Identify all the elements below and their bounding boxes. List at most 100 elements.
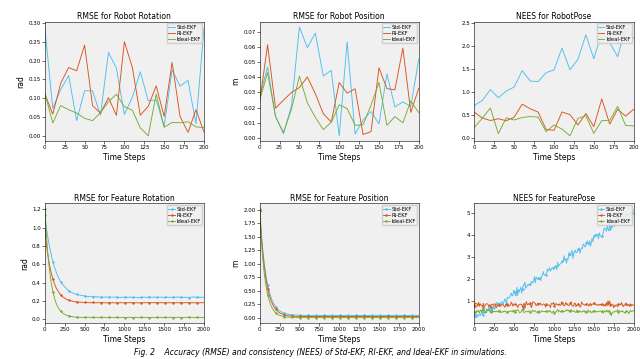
Ideal-EKF: [41, 207, 49, 211]
Title: RMSE for Feature Rotation: RMSE for Feature Rotation: [74, 194, 175, 203]
Ideal-EKF: [280, 130, 287, 135]
RI-EKF: [65, 65, 72, 70]
Ideal-EKF: [184, 120, 192, 124]
Std-EKF: [502, 89, 510, 93]
Ideal-EKF: [415, 111, 422, 115]
RI-EKF: [479, 116, 486, 120]
Y-axis label: rad: rad: [20, 257, 29, 270]
RI-EKF: [502, 118, 510, 123]
Std-EKF: [574, 57, 582, 61]
Ideal-EKF: [81, 116, 88, 120]
Ideal-EKF: [534, 115, 542, 119]
Std-EKF: [285, 312, 293, 317]
Ideal-EKF: [272, 115, 280, 119]
RI-EKF: [598, 97, 605, 101]
Std-EKF: [514, 293, 522, 298]
Ideal-EKF: [57, 103, 65, 108]
Ideal-EKF: [287, 107, 295, 111]
Line: Std-EKF: Std-EKF: [44, 214, 205, 299]
RI-EKF: [102, 301, 110, 305]
Std-EKF: [359, 118, 367, 122]
RI-EKF: [480, 304, 488, 308]
RI-EKF: [319, 112, 327, 116]
Ideal-EKF: [622, 123, 630, 128]
RI-EKF: [200, 130, 208, 134]
Ideal-EKF: [97, 111, 104, 115]
Std-EKF: [145, 98, 152, 103]
Title: RMSE for Robot Position: RMSE for Robot Position: [293, 12, 385, 21]
Std-EKF: [303, 46, 311, 50]
Std-EKF: [287, 104, 295, 108]
Ideal-EKF: [479, 116, 486, 120]
RI-EKF: [168, 60, 176, 65]
Ideal-EKF: [470, 310, 478, 314]
Ideal-EKF: [582, 113, 589, 118]
Ideal-EKF: [518, 115, 526, 120]
RI-EKF: [81, 43, 88, 47]
Ideal-EKF: [526, 115, 534, 119]
Std-EKF: [495, 95, 502, 100]
Std-EKF: [481, 311, 489, 315]
Std-EKF: [262, 274, 270, 279]
Std-EKF: [629, 207, 637, 211]
Std-EKF: [116, 295, 124, 300]
Line: Std-EKF: Std-EKF: [260, 27, 419, 136]
Ideal-EKF: [558, 127, 566, 131]
Ideal-EKF: [145, 134, 152, 138]
RI-EKF: [303, 75, 311, 79]
RI-EKF: [200, 300, 208, 305]
Std-EKF: [408, 313, 415, 318]
Ideal-EKF: [486, 106, 494, 110]
Ideal-EKF: [298, 316, 306, 320]
Std-EKF: [256, 207, 264, 211]
Ideal-EKF: [375, 80, 383, 85]
RI-EKF: [145, 104, 152, 108]
Std-EKF: [367, 109, 375, 113]
Ideal-EKF: [83, 315, 91, 320]
RI-EKF: [470, 304, 478, 308]
Ideal-EKF: [200, 125, 208, 130]
RI-EKF: [470, 110, 478, 115]
RI-EKF: [415, 314, 422, 319]
Ideal-EKF: [606, 118, 614, 122]
Std-EKF: [200, 295, 208, 300]
RI-EKF: [51, 282, 58, 286]
Std-EKF: [534, 79, 542, 84]
RI-EKF: [622, 114, 630, 118]
Ideal-EKF: [470, 125, 478, 130]
Std-EKF: [614, 55, 621, 59]
RI-EKF: [285, 314, 293, 318]
Std-EKF: [65, 73, 72, 78]
Line: RI-EKF: RI-EKF: [260, 45, 419, 135]
RI-EKF: [104, 95, 112, 100]
RI-EKF: [399, 46, 406, 50]
Std-EKF: [152, 98, 160, 102]
Std-EKF: [478, 309, 486, 314]
Std-EKF: [630, 212, 637, 216]
Ideal-EKF: [319, 127, 327, 132]
RI-EKF: [296, 85, 303, 90]
Std-EKF: [606, 41, 614, 45]
Std-EKF: [188, 295, 195, 299]
RI-EKF: [415, 86, 422, 90]
Legend: Std-EKF, RI-EKF, Ideal-EKF: Std-EKF, RI-EKF, Ideal-EKF: [596, 23, 632, 43]
Line: Std-EKF: Std-EKF: [474, 27, 634, 106]
Ideal-EKF: [65, 108, 72, 112]
RI-EKF: [391, 88, 399, 92]
Ideal-EKF: [359, 122, 367, 127]
Std-EKF: [617, 214, 625, 218]
Line: RI-EKF: RI-EKF: [474, 300, 635, 309]
RI-EKF: [83, 300, 91, 305]
RI-EKF: [383, 87, 391, 91]
Std-EKF: [89, 89, 97, 93]
RI-EKF: [407, 110, 415, 115]
Std-EKF: [70, 292, 78, 296]
Ideal-EKF: [188, 315, 195, 320]
Ideal-EKF: [303, 101, 311, 105]
Ideal-EKF: [176, 121, 184, 125]
Ideal-EKF: [266, 299, 273, 303]
Ideal-EKF: [49, 121, 56, 125]
Ideal-EKF: [618, 309, 625, 314]
Ideal-EKF: [511, 118, 518, 122]
RI-EKF: [152, 84, 160, 88]
